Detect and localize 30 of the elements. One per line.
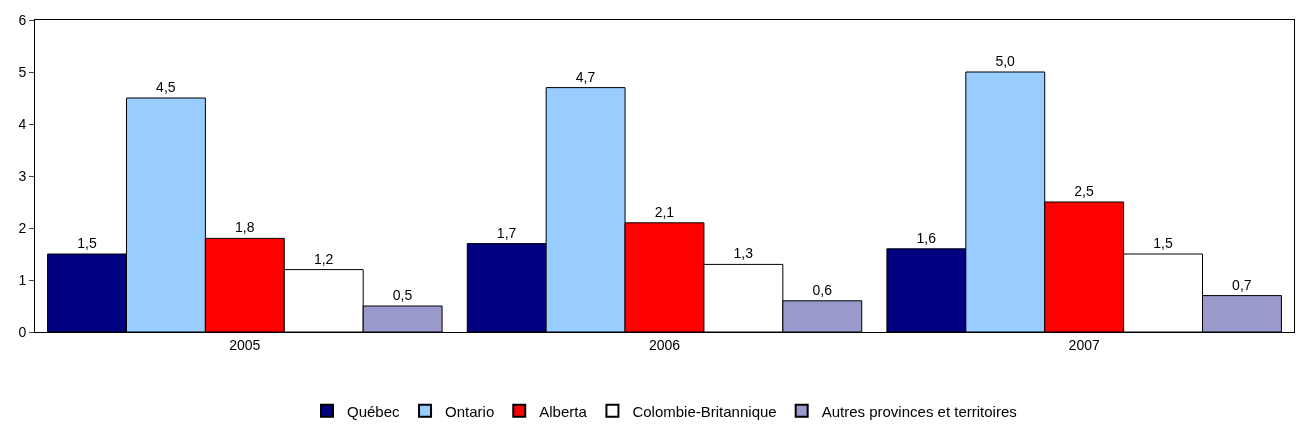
y-tick-label: 4 (18, 115, 27, 132)
x-tick-label: 2007 (1068, 336, 1100, 353)
legend-label: Autres provinces et territoires (821, 402, 1017, 420)
x-tick-label: 2005 (229, 336, 261, 353)
data-label: 0,7 (1232, 276, 1252, 293)
y-tick-label: 3 (18, 167, 27, 184)
data-label: 1,5 (77, 235, 97, 251)
legend-label: Colombie-Britannique (632, 402, 777, 420)
data-label: 5,0 (995, 53, 1016, 69)
x-tick-label: 2006 (648, 336, 681, 353)
data-label: 4,5 (156, 79, 176, 95)
data-label: 1,2 (313, 250, 334, 267)
y-tick-label: 1 (18, 271, 27, 288)
data-label: 1,7 (496, 224, 517, 241)
y-tick-label: 0 (18, 323, 27, 340)
data-label: 1,3 (733, 245, 754, 262)
data-label: 4,7 (575, 68, 596, 85)
y-tick-label: 5 (18, 63, 27, 80)
data-label: 2,1 (654, 203, 675, 220)
legend-label: Québec (347, 402, 401, 420)
data-label: 2,5 (1074, 183, 1095, 199)
data-label: 0,6 (812, 281, 833, 298)
data-label: 0,5 (392, 287, 413, 303)
y-tick-label: 2 (18, 219, 27, 236)
legend-label: Ontario (445, 402, 495, 420)
data-label: 1,8 (234, 219, 255, 236)
data-label: 1,6 (916, 229, 937, 246)
legend-label: Alberta (539, 402, 588, 420)
data-label: 1,5 (1153, 235, 1173, 251)
y-tick-label: 6 (18, 11, 27, 28)
